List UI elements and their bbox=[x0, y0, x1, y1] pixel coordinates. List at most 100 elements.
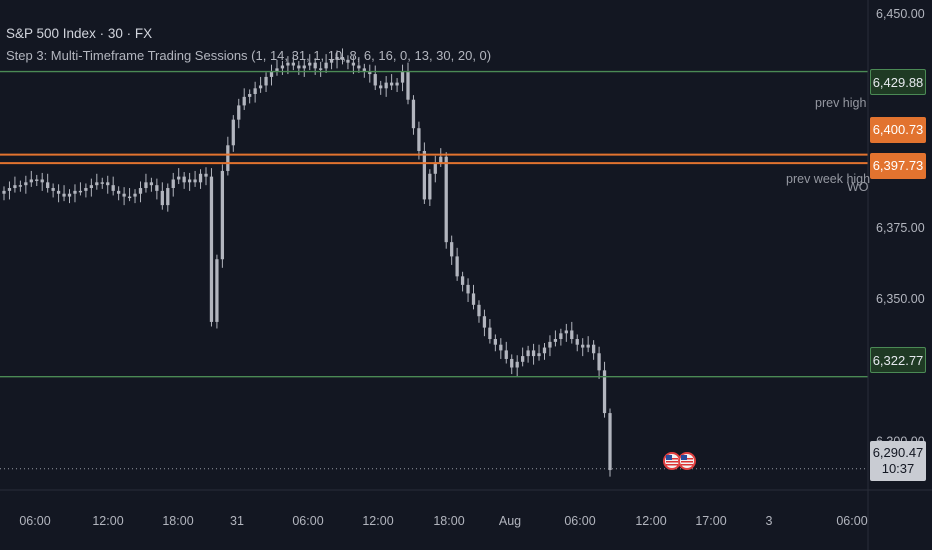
candle bbox=[291, 54, 295, 71]
candle bbox=[2, 186, 6, 201]
prev-high-label: prev high bbox=[815, 96, 867, 110]
candle bbox=[340, 48, 345, 65]
candle bbox=[35, 174, 39, 187]
candle bbox=[138, 181, 143, 203]
candle bbox=[482, 309, 487, 337]
bar-countdown: 10:37 bbox=[881, 461, 915, 476]
candle bbox=[329, 55, 334, 70]
candle bbox=[24, 175, 28, 194]
candle bbox=[29, 170, 33, 187]
horizontal-levels bbox=[0, 70, 868, 470]
candle bbox=[133, 189, 137, 204]
candle bbox=[122, 187, 126, 206]
candle bbox=[226, 136, 230, 176]
candle bbox=[297, 60, 301, 75]
candle bbox=[269, 64, 274, 86]
candle bbox=[155, 178, 159, 200]
x-tick-label: Aug bbox=[499, 514, 521, 528]
candle bbox=[95, 173, 99, 190]
candle bbox=[559, 328, 563, 346]
candle bbox=[411, 95, 416, 135]
us-flag-event-icon[interactable] bbox=[663, 452, 681, 470]
candle bbox=[591, 340, 596, 360]
candle bbox=[510, 354, 514, 375]
candle bbox=[531, 343, 536, 365]
candle bbox=[548, 335, 552, 357]
chart-legend: S&P 500 Index · 30 · FX Step 3: Multi-Ti… bbox=[6, 26, 491, 70]
candle bbox=[400, 64, 405, 92]
candle bbox=[62, 185, 66, 202]
candle bbox=[346, 55, 350, 70]
candle bbox=[182, 172, 186, 189]
candle bbox=[428, 169, 432, 206]
last-price-value: 6,290.47 bbox=[872, 445, 924, 460]
candle bbox=[324, 54, 328, 73]
candle bbox=[384, 76, 388, 97]
candle bbox=[78, 182, 83, 196]
x-axis-ticks: 06:00 12:00 18:00 31 06:00 12:00 18:00 Aug 06:00… bbox=[19, 514, 867, 528]
candle bbox=[433, 155, 437, 183]
candle bbox=[308, 54, 312, 71]
candle bbox=[160, 182, 164, 210]
y-tick-label: 6,450.00 bbox=[876, 7, 925, 21]
candle bbox=[575, 334, 579, 352]
candle bbox=[198, 169, 203, 189]
x-tick-label: 18:00 bbox=[162, 514, 193, 528]
study-title[interactable]: Step 3: Multi-Timeframe Trading Sessions… bbox=[6, 48, 492, 63]
candle bbox=[144, 173, 148, 193]
candle bbox=[40, 172, 44, 191]
x-tick-label: 06:00 bbox=[292, 514, 323, 528]
candle bbox=[187, 172, 192, 191]
candle bbox=[275, 59, 279, 76]
x-tick-label: 06:00 bbox=[19, 514, 50, 528]
candle bbox=[319, 61, 323, 77]
candle bbox=[280, 60, 285, 75]
candle bbox=[542, 343, 547, 360]
x-tick-label: 17:00 bbox=[695, 514, 726, 528]
candle bbox=[237, 98, 241, 129]
candle bbox=[73, 184, 77, 203]
candle bbox=[422, 142, 427, 204]
candle bbox=[149, 177, 154, 192]
last-price-tag: 6,290.47 10:37 bbox=[870, 441, 926, 481]
candle bbox=[581, 338, 585, 357]
candle bbox=[302, 58, 306, 77]
candle bbox=[231, 115, 235, 152]
x-tick-label: 3 bbox=[766, 514, 773, 528]
candle bbox=[106, 175, 110, 194]
candle bbox=[570, 321, 574, 344]
event-markers bbox=[663, 452, 696, 470]
y-tick-label: 6,350.00 bbox=[876, 292, 925, 306]
y-tick-label: 6,375.00 bbox=[876, 221, 925, 235]
candle bbox=[177, 168, 181, 185]
candle bbox=[389, 74, 394, 91]
candle bbox=[362, 63, 366, 78]
us-flag-event-icon[interactable] bbox=[678, 452, 696, 470]
price-tag-green-bottom: 6,322.77 bbox=[870, 347, 926, 373]
candle bbox=[67, 189, 72, 204]
candle bbox=[608, 408, 612, 477]
candle bbox=[406, 62, 410, 105]
candle bbox=[335, 50, 339, 69]
x-tick-label: 06:00 bbox=[564, 514, 595, 528]
candle bbox=[127, 188, 132, 202]
candle bbox=[166, 183, 170, 212]
candle bbox=[264, 72, 268, 93]
candle bbox=[450, 235, 454, 265]
candle bbox=[84, 183, 88, 198]
candle bbox=[215, 254, 219, 329]
candle bbox=[209, 168, 214, 327]
candle bbox=[499, 338, 503, 359]
candle bbox=[100, 177, 104, 189]
candle bbox=[537, 344, 541, 361]
x-tick-label: 12:00 bbox=[92, 514, 123, 528]
candle bbox=[357, 56, 361, 73]
candle bbox=[13, 176, 17, 193]
candle bbox=[586, 336, 590, 353]
candle bbox=[521, 347, 525, 367]
symbol-title[interactable]: S&P 500 Index · 30 · FX bbox=[6, 26, 153, 41]
candle bbox=[597, 346, 601, 379]
candle bbox=[248, 89, 252, 104]
